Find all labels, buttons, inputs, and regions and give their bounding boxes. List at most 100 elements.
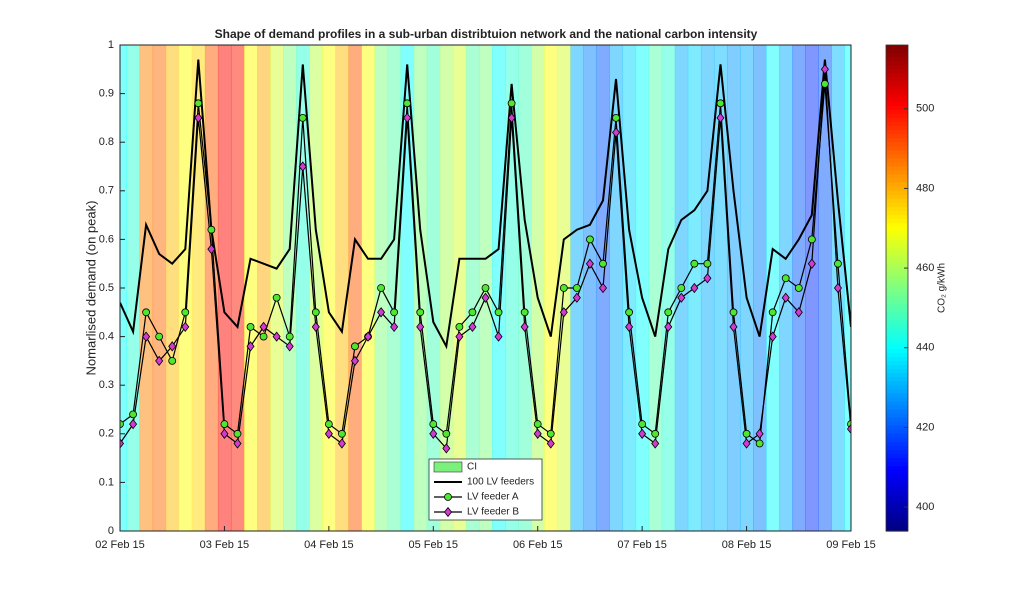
colorbar-segment bbox=[886, 409, 908, 415]
marker-diamond bbox=[481, 292, 490, 303]
marker-diamond bbox=[559, 307, 568, 318]
ci-stripe bbox=[635, 45, 650, 531]
ci-stripe bbox=[648, 45, 663, 531]
colorbar-segment bbox=[886, 478, 908, 483]
marker-circle bbox=[246, 322, 255, 331]
ci-stripe bbox=[152, 45, 167, 531]
marker-circle bbox=[324, 420, 333, 428]
colorbar-segment bbox=[886, 138, 908, 143]
marker-circle bbox=[220, 420, 229, 428]
ci-stripe bbox=[126, 45, 141, 531]
marker-diamond bbox=[403, 112, 412, 124]
colorbar-segment bbox=[886, 518, 908, 524]
marker-circle bbox=[403, 99, 412, 108]
marker-circle bbox=[272, 293, 281, 302]
ci-stripe bbox=[309, 45, 323, 531]
colorbar-segment bbox=[886, 194, 908, 200]
ci-stripe bbox=[361, 45, 376, 531]
colorbar-segment bbox=[886, 223, 908, 228]
colorbar-segment bbox=[886, 401, 908, 407]
marker-diamond bbox=[533, 428, 542, 439]
colorbar-segment bbox=[886, 182, 908, 188]
marker-diamond bbox=[612, 127, 621, 138]
colorbar-segment bbox=[886, 263, 908, 269]
x-tick-label: 04 Feb 15 bbox=[304, 539, 354, 551]
marker-circle bbox=[507, 99, 516, 108]
colorbar-segment bbox=[886, 57, 908, 62]
colorbar-segment bbox=[886, 251, 908, 257]
colorbar-segment bbox=[886, 348, 908, 354]
marker-circle bbox=[311, 308, 320, 317]
colorbar-segment bbox=[886, 425, 908, 431]
colorbar-segment bbox=[886, 389, 908, 394]
marker-circle bbox=[559, 284, 568, 292]
marker-diamond bbox=[651, 438, 660, 449]
colorbar-segment bbox=[886, 235, 908, 240]
colorbar-tick-label: 400 bbox=[916, 501, 934, 513]
colorbar-segment bbox=[886, 385, 908, 390]
marker-diamond bbox=[207, 243, 216, 255]
colorbar-tick-label: 420 bbox=[916, 421, 934, 433]
x-tick-label: 09 Feb 15 bbox=[826, 539, 876, 551]
legend-label: 100 LV feeders bbox=[467, 477, 534, 488]
colorbar-segment bbox=[886, 89, 908, 95]
ci-stripe bbox=[165, 45, 180, 531]
colorbar-segment bbox=[886, 316, 908, 321]
colorbar-segment bbox=[886, 134, 908, 139]
y-axis-label: Nomarlised demand (on peak) bbox=[83, 201, 98, 376]
legend-label: CI bbox=[467, 462, 477, 473]
colorbar-segment bbox=[886, 275, 908, 281]
colorbar-tick-label: 480 bbox=[916, 182, 934, 194]
ci-stripe bbox=[230, 45, 245, 531]
marker-circle bbox=[181, 308, 190, 317]
marker-circle bbox=[455, 322, 464, 331]
marker-circle bbox=[794, 284, 803, 292]
colorbar-segment bbox=[886, 211, 908, 216]
colorbar-segment bbox=[886, 454, 908, 459]
marker-diamond bbox=[625, 321, 634, 333]
marker-diamond bbox=[390, 321, 399, 333]
marker-circle bbox=[416, 308, 425, 317]
colorbar-segment bbox=[886, 482, 908, 488]
colorbar-segment bbox=[886, 498, 908, 504]
marker-diamond bbox=[155, 355, 164, 367]
ci-stripe bbox=[492, 45, 506, 531]
ci-stripe bbox=[583, 45, 597, 531]
marker-circle bbox=[716, 99, 725, 108]
marker-diamond bbox=[142, 331, 151, 342]
marker-diamond bbox=[677, 292, 686, 303]
colorbar-segment bbox=[886, 69, 908, 74]
colorbar-segment bbox=[886, 324, 908, 330]
colorbar-segment bbox=[886, 215, 908, 220]
colorbar-segment bbox=[886, 470, 908, 475]
colorbar-segment bbox=[886, 356, 908, 362]
marker-diamond bbox=[572, 292, 581, 303]
marker-circle bbox=[168, 356, 177, 365]
colorbar-segment bbox=[886, 490, 908, 496]
marker-circle bbox=[142, 308, 151, 317]
colorbar-segment bbox=[886, 308, 908, 313]
marker-circle bbox=[664, 308, 673, 317]
colorbar-segment bbox=[886, 381, 908, 386]
colorbar-segment bbox=[886, 101, 908, 107]
colorbar-segment bbox=[886, 304, 908, 309]
colorbar-frame bbox=[885, 44, 909, 532]
marker-circle bbox=[390, 308, 399, 317]
colorbar-segment bbox=[886, 474, 908, 479]
marker-diamond bbox=[494, 331, 503, 342]
y-tick-label: 0.5 bbox=[99, 282, 114, 294]
colorbar-segment bbox=[886, 227, 908, 232]
marker-circle bbox=[781, 274, 790, 283]
x-tick-label: 03 Feb 15 bbox=[200, 539, 250, 551]
ci-stripe bbox=[544, 45, 558, 531]
marker-diamond bbox=[442, 443, 451, 454]
marker-diamond bbox=[703, 273, 712, 284]
colorbar-segment bbox=[886, 239, 908, 245]
colorbar-segment bbox=[886, 466, 908, 471]
marker-diamond bbox=[520, 321, 529, 333]
colorbar-segment bbox=[886, 506, 908, 512]
ci-stripe bbox=[531, 45, 545, 531]
plot-area bbox=[120, 45, 851, 531]
colorbar-segment bbox=[886, 417, 908, 423]
ci-stripe bbox=[779, 45, 793, 531]
